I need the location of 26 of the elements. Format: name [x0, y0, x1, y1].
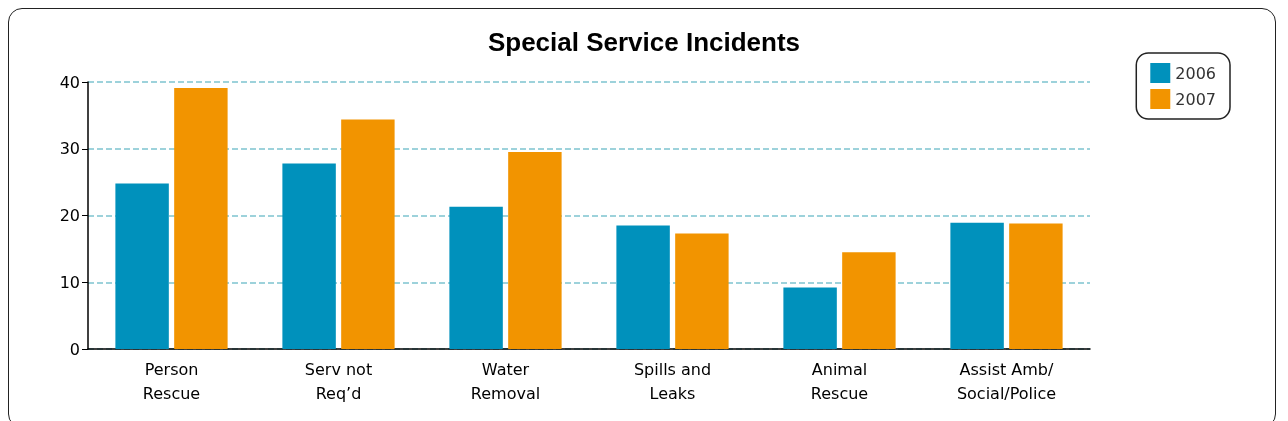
- y-tick-label: 40: [59, 72, 80, 92]
- x-tick-label: Serv not Req’d: [304, 359, 373, 403]
- y-tick-label: 0: [69, 339, 80, 359]
- bar: [174, 88, 228, 349]
- x-tick-label: Assist Amb/ Social/Police: [956, 359, 1057, 403]
- y-tick-label: 20: [59, 206, 80, 225]
- bar: [950, 222, 1004, 349]
- bar: [616, 225, 670, 349]
- x-tick-label: Water Removal: [470, 359, 541, 403]
- bar: [115, 183, 169, 349]
- x-tick-label: Spills and Leaks: [633, 359, 712, 403]
- y-tick-label: 30: [59, 139, 80, 159]
- x-tick-label: Animal Rescue: [810, 359, 869, 403]
- x-tick-label: Person Rescue: [142, 359, 201, 403]
- bar: [675, 233, 729, 349]
- bar: [449, 206, 503, 349]
- bar: [1009, 223, 1063, 349]
- bar: [508, 152, 562, 349]
- bar: [282, 163, 336, 349]
- legend-label: 2006: [1175, 63, 1216, 83]
- chart-title: Special Service Incidents: [487, 27, 801, 57]
- bar: [842, 252, 896, 349]
- bar: [783, 287, 837, 349]
- bar: [341, 119, 395, 349]
- y-tick-label: 10: [59, 272, 80, 292]
- legend-label: 2007: [1175, 89, 1216, 109]
